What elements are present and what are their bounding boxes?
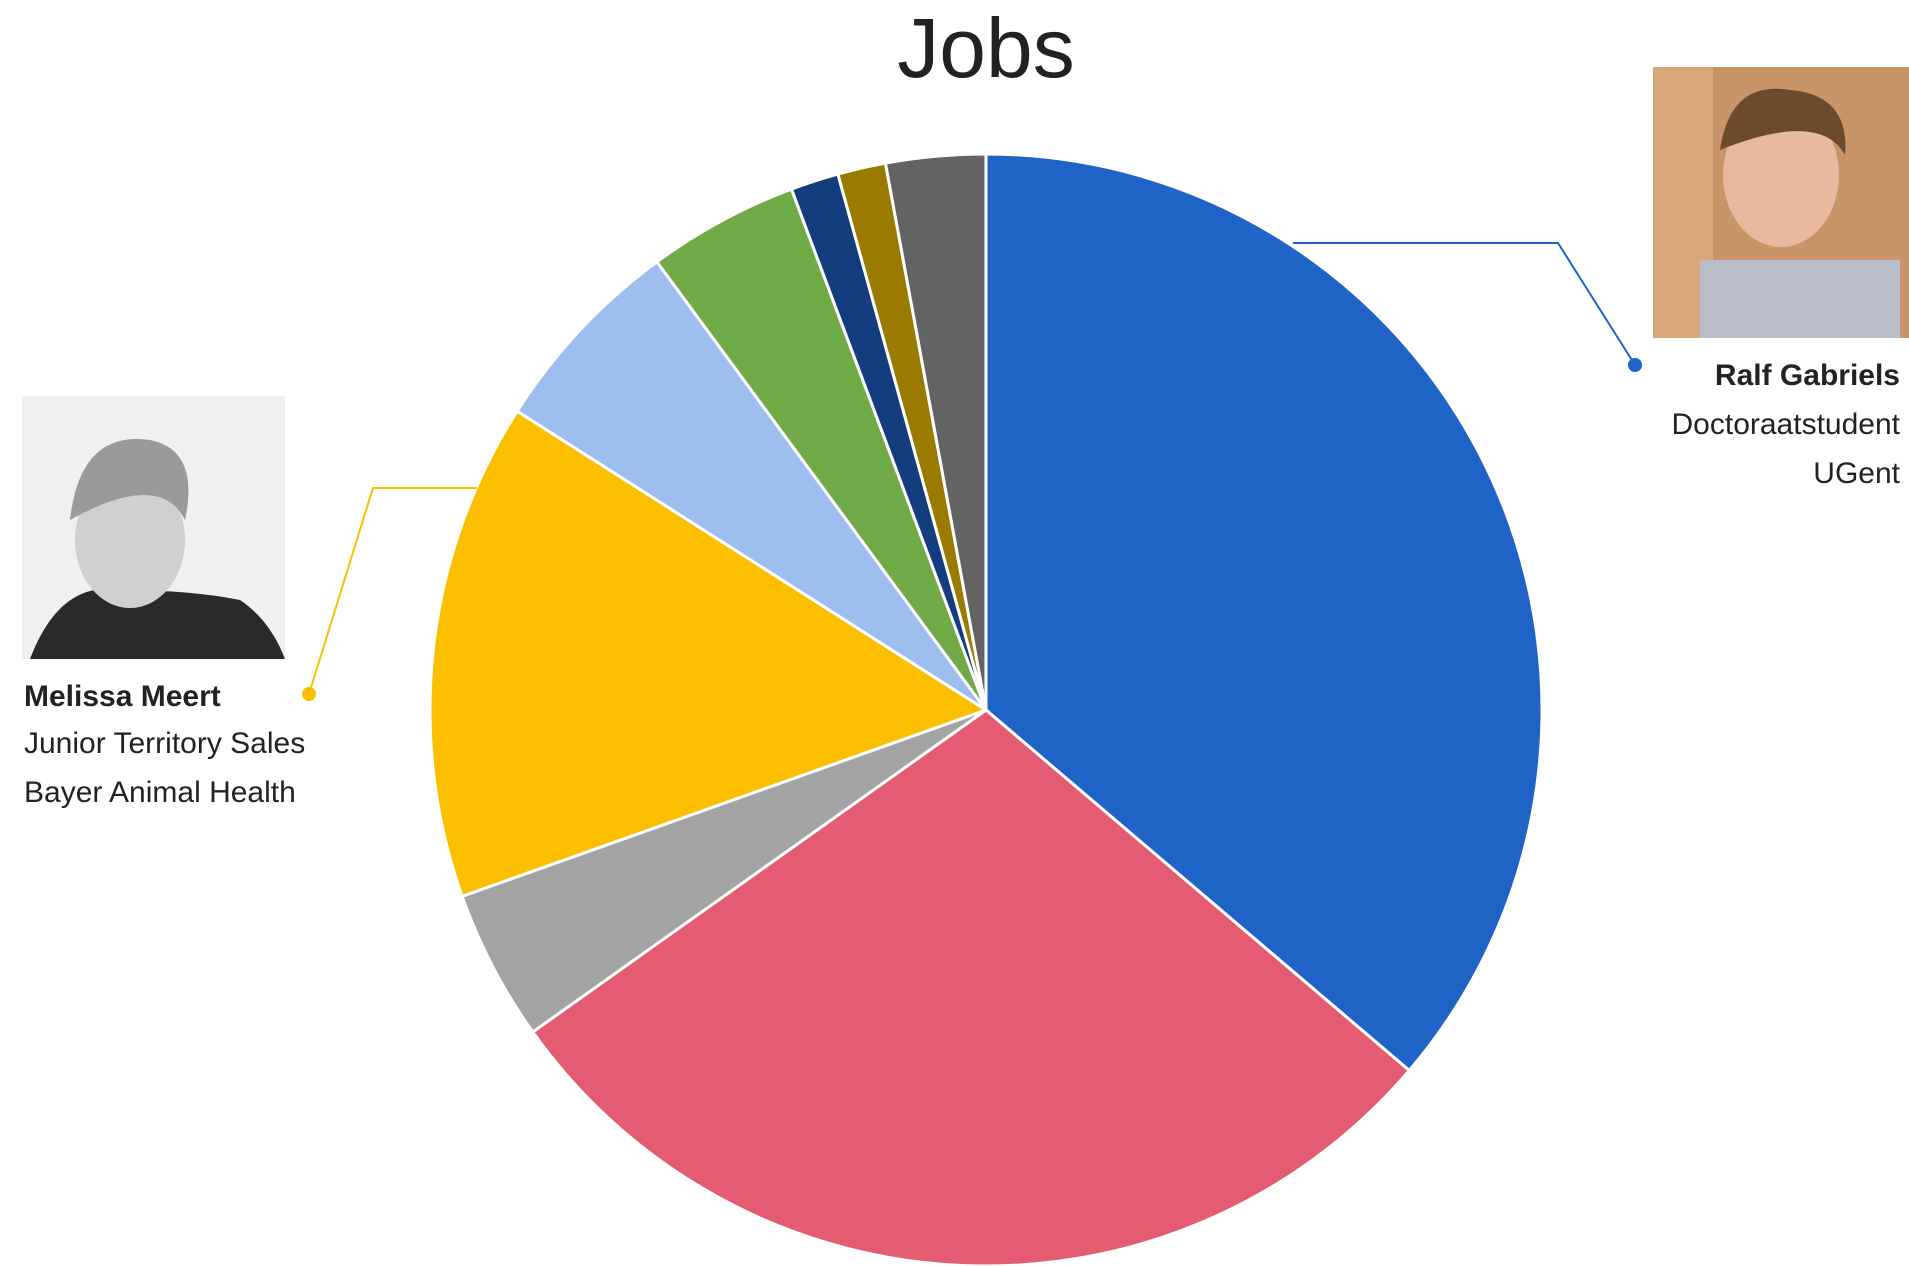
pie — [428, 152, 1544, 1266]
annotation-role: Doctoraatstudent — [1672, 408, 1901, 441]
chart-title: Jobs — [897, 1, 1074, 95]
connector-dot — [1628, 358, 1642, 372]
annotation-name: Melissa Meert — [24, 680, 221, 713]
pie-slice — [530, 708, 1412, 1266]
photo — [22, 396, 285, 659]
pie-slice — [515, 259, 988, 712]
annotations: Ralf Gabriels Doctoraatstudent UGent Meliss… — [24, 242, 1901, 809]
photo — [1653, 67, 1909, 338]
annotation-role: Junior Territory Sales — [24, 727, 305, 760]
connector — [308, 487, 477, 695]
pie-slice — [984, 152, 1544, 1073]
annotation-name: Ralf Gabriels — [1715, 359, 1900, 392]
pie-slice — [883, 152, 988, 711]
pie-slice — [428, 409, 990, 899]
annotation-organisation: UGent — [1813, 457, 1900, 490]
connector — [1293, 242, 1636, 366]
annotation-organisation: Bayer Animal Health — [24, 776, 296, 809]
connector-dot — [302, 687, 316, 701]
